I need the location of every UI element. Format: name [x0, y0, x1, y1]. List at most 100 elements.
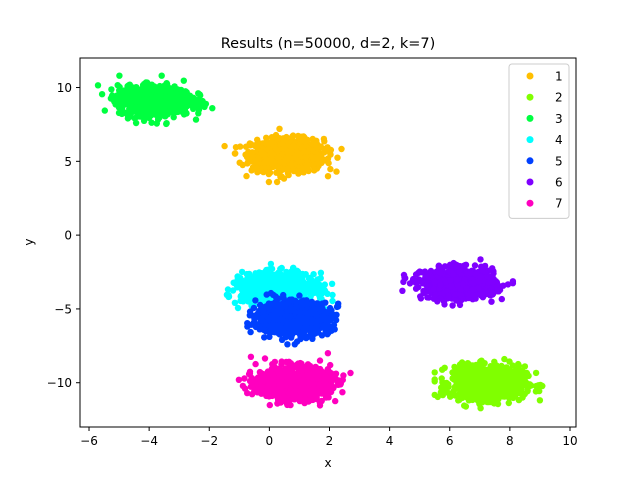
- data-point: [532, 369, 540, 377]
- data-point: [506, 389, 513, 396]
- data-point: [272, 145, 279, 152]
- data-point: [237, 143, 244, 150]
- data-point: [257, 289, 264, 296]
- data-point: [125, 82, 132, 89]
- data-point: [125, 97, 132, 104]
- data-point: [312, 284, 319, 292]
- data-point: [324, 144, 331, 151]
- data-point: [244, 323, 251, 330]
- data-point: [280, 175, 288, 182]
- data-point: [280, 295, 287, 302]
- data-point: [329, 291, 336, 299]
- data-point: [312, 311, 320, 318]
- data-point: [488, 298, 495, 305]
- data-point: [305, 275, 313, 282]
- data-point: [294, 149, 301, 156]
- data-point: [250, 288, 258, 296]
- data-point: [532, 382, 540, 390]
- data-point: [431, 391, 438, 399]
- data-point: [309, 135, 316, 143]
- data-point: [126, 109, 134, 117]
- data-point: [477, 358, 484, 365]
- data-point: [439, 391, 446, 399]
- data-point: [243, 270, 251, 278]
- data-point: [162, 108, 169, 115]
- data-point: [438, 375, 445, 382]
- data-point: [274, 163, 282, 171]
- data-point: [181, 107, 189, 114]
- data-point: [246, 308, 254, 315]
- data-point: [271, 308, 278, 315]
- data-point: [509, 362, 516, 369]
- data-point: [284, 165, 291, 172]
- data-point: [302, 324, 309, 332]
- data-point: [324, 173, 332, 180]
- data-point: [308, 300, 315, 307]
- data-point: [239, 161, 246, 169]
- data-point: [251, 321, 258, 328]
- data-point: [536, 397, 544, 404]
- data-point: [321, 281, 328, 288]
- data-point: [314, 300, 321, 307]
- data-point: [116, 87, 123, 94]
- data-point: [276, 170, 283, 177]
- data-point: [243, 172, 250, 180]
- data-point: [285, 171, 292, 179]
- data-point: [266, 328, 273, 336]
- data-point: [190, 94, 197, 102]
- points-layer: [94, 72, 546, 412]
- data-point: [174, 94, 182, 101]
- data-point: [335, 300, 342, 307]
- data-point: [289, 132, 297, 139]
- data-point: [314, 276, 321, 283]
- data-point: [256, 275, 263, 283]
- data-point: [315, 152, 322, 159]
- data-point: [261, 334, 268, 341]
- data-point: [284, 279, 291, 287]
- data-point: [249, 164, 257, 171]
- data-point: [265, 314, 272, 322]
- data-point: [284, 341, 291, 348]
- data-point: [449, 375, 456, 382]
- data-point: [164, 101, 172, 108]
- data-point: [249, 276, 257, 283]
- data-point: [317, 143, 324, 150]
- data-point: [231, 150, 239, 157]
- data-point: [264, 278, 271, 285]
- data-point: [153, 120, 160, 127]
- data-point: [209, 105, 216, 112]
- data-point: [258, 167, 265, 174]
- data-point: [270, 284, 278, 291]
- data-point: [263, 291, 270, 298]
- data-point: [118, 104, 125, 111]
- data-point: [282, 333, 290, 340]
- data-point: [158, 72, 165, 79]
- data-point: [334, 154, 341, 161]
- data-point: [260, 326, 267, 334]
- data-point: [116, 72, 123, 79]
- data-point: [166, 94, 173, 101]
- data-point: [309, 335, 316, 342]
- data-point: [293, 278, 300, 285]
- data-point: [108, 93, 116, 100]
- data-point: [260, 306, 267, 313]
- data-point: [282, 156, 289, 163]
- data-point: [258, 270, 265, 277]
- data-point: [502, 373, 509, 381]
- data-point: [246, 140, 253, 147]
- data-point: [243, 151, 251, 158]
- data-point: [101, 107, 109, 114]
- data-point: [118, 92, 126, 100]
- data-point: [458, 359, 466, 366]
- data-point: [521, 363, 529, 370]
- data-point: [325, 159, 332, 167]
- data-point: [290, 318, 298, 325]
- data-point: [491, 400, 498, 407]
- data-point: [287, 268, 295, 276]
- data-point: [476, 365, 484, 372]
- chart-title: Results (n=50000, d=2, k=7): [221, 36, 436, 52]
- data-point: [270, 291, 277, 298]
- data-point: [180, 77, 187, 84]
- data-point: [253, 160, 260, 167]
- data-point: [297, 314, 304, 321]
